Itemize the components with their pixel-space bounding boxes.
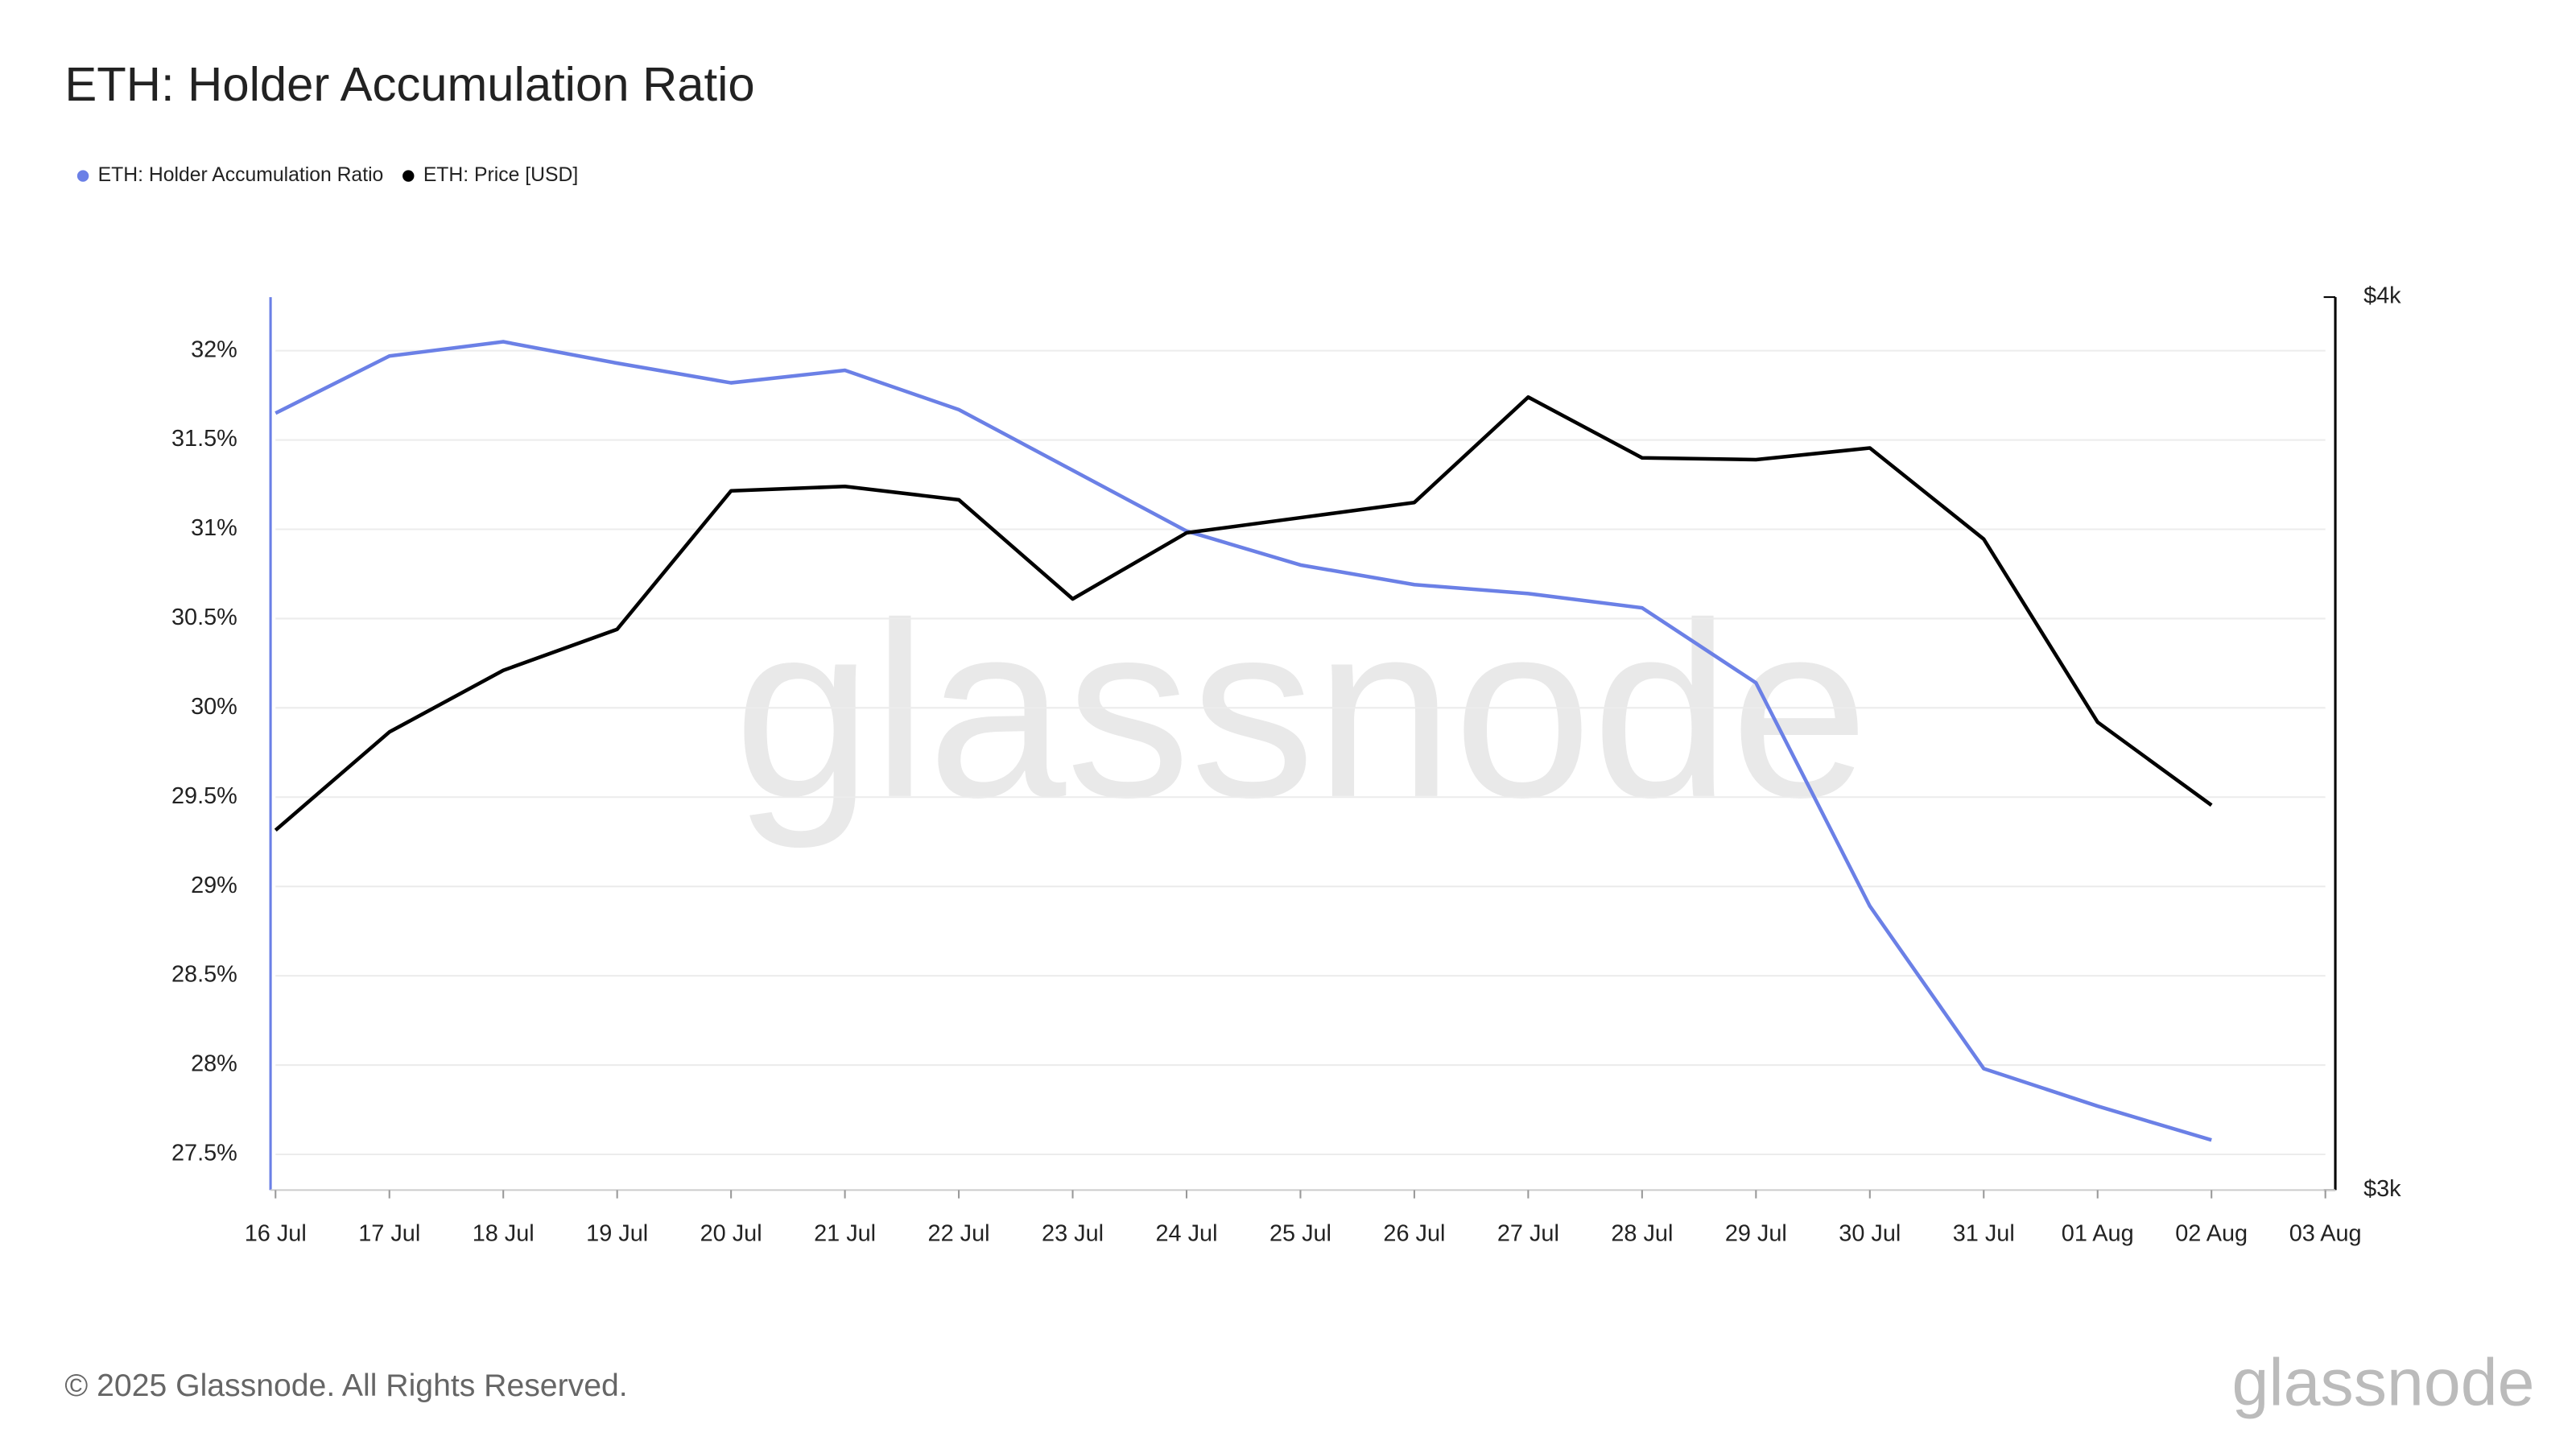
legend-swatch: [76, 170, 89, 182]
y-tick-label: 30.5%: [171, 605, 237, 630]
y-tick-label: 28.5%: [171, 962, 237, 988]
y2-tick-label: $3k: [2363, 1176, 2401, 1202]
x-tick-label: 16 Jul: [245, 1221, 307, 1247]
x-tick-label: 20 Jul: [700, 1221, 762, 1247]
legend-swatch: [402, 170, 415, 182]
y-tick-label: 27.5%: [171, 1141, 237, 1166]
x-tick-label: 26 Jul: [1383, 1221, 1445, 1247]
x-tick-label: 18 Jul: [473, 1221, 535, 1247]
x-tick-label: 19 Jul: [586, 1221, 648, 1247]
x-tick-label: 02 Aug: [2175, 1221, 2248, 1247]
legend-label: ETH: Holder Accumulation Ratio: [98, 164, 384, 186]
chart-title: ETH: Holder Accumulation Ratio: [64, 57, 754, 111]
x-tick-label: 03 Aug: [2289, 1221, 2362, 1247]
y-tick-label: 29.5%: [171, 783, 237, 809]
x-tick-label: 31 Jul: [1953, 1221, 2015, 1247]
y-tick-label: 31%: [191, 515, 237, 541]
x-tick-label: 23 Jul: [1042, 1221, 1104, 1247]
series-line: [274, 395, 2213, 832]
y-tick-label: 32%: [191, 336, 237, 362]
x-tick-label: 25 Jul: [1269, 1221, 1331, 1247]
legend-label: ETH: Price [USD]: [423, 164, 578, 186]
series-line: [275, 340, 2212, 1142]
logo: glassnode: [2231, 1345, 2534, 1419]
x-tick-label: 27 Jul: [1497, 1221, 1559, 1247]
x-tick-label: 21 Jul: [814, 1221, 876, 1247]
y-tick-label: 31.5%: [171, 426, 237, 452]
x-tick-label: 29 Jul: [1725, 1221, 1787, 1247]
y2-tick-label: $4k: [2363, 283, 2401, 309]
footer: © 2025 Glassnode. All Rights Reserved.: [64, 1368, 627, 1403]
y-tick-label: 28%: [191, 1051, 237, 1077]
x-tick-label: 17 Jul: [358, 1221, 420, 1247]
x-tick-label: 24 Jul: [1155, 1221, 1217, 1247]
y-tick-label: 29%: [191, 873, 237, 898]
x-tick-label: 01 Aug: [2062, 1221, 2134, 1247]
y-tick-label: 30%: [191, 694, 237, 720]
x-tick-label: 28 Jul: [1611, 1221, 1673, 1247]
x-tick-label: 30 Jul: [1839, 1221, 1901, 1247]
watermark: glassnode: [733, 571, 1868, 851]
x-tick-label: 22 Jul: [928, 1221, 990, 1247]
